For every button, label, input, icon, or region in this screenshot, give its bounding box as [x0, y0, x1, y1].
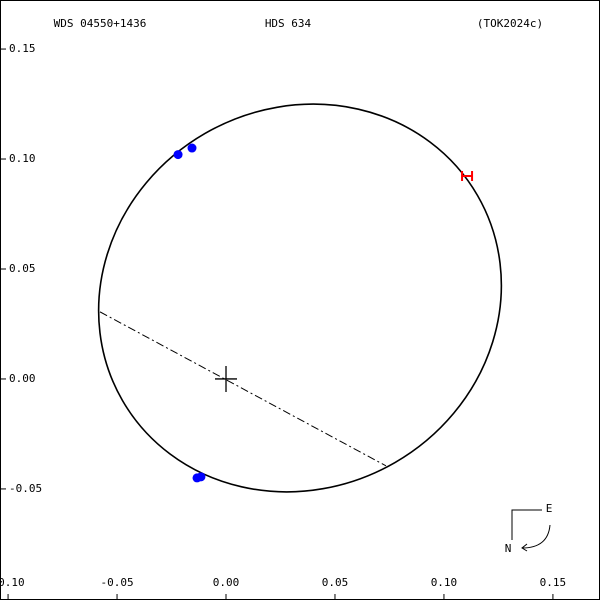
- x-tick-label: 0.00: [213, 576, 240, 589]
- chart-title: WDS 04550+1436: [54, 17, 147, 30]
- observation: [173, 150, 183, 160]
- compass-east: E: [546, 502, 553, 515]
- x-tick-label: -0.10: [0, 576, 25, 589]
- compass-axes: [511, 509, 542, 540]
- y-tick-label: 0.10: [9, 152, 36, 165]
- node-line: [99, 311, 387, 467]
- y-tick-label: 0.15: [9, 42, 36, 55]
- compass-north: N: [505, 542, 512, 555]
- reference: (TOK2024c): [477, 17, 543, 30]
- compass-arrow: [521, 524, 551, 552]
- y-tick-label: 0.05: [9, 262, 36, 275]
- chart-subtitle: HDS 634: [265, 17, 312, 30]
- compass: [511, 509, 551, 552]
- observation: [187, 143, 197, 153]
- orbit: [97, 103, 503, 493]
- x-tick-label: 0.05: [322, 576, 349, 589]
- observation: [461, 170, 474, 181]
- origin-cross: [215, 365, 238, 392]
- y-tick-label: -0.05: [9, 482, 42, 495]
- x-tick-label: -0.05: [100, 576, 133, 589]
- y-tick-label: 0.00: [9, 372, 36, 385]
- observation: [196, 472, 206, 482]
- x-tick-label: 0.15: [540, 576, 567, 589]
- x-tick-label: 0.10: [431, 576, 458, 589]
